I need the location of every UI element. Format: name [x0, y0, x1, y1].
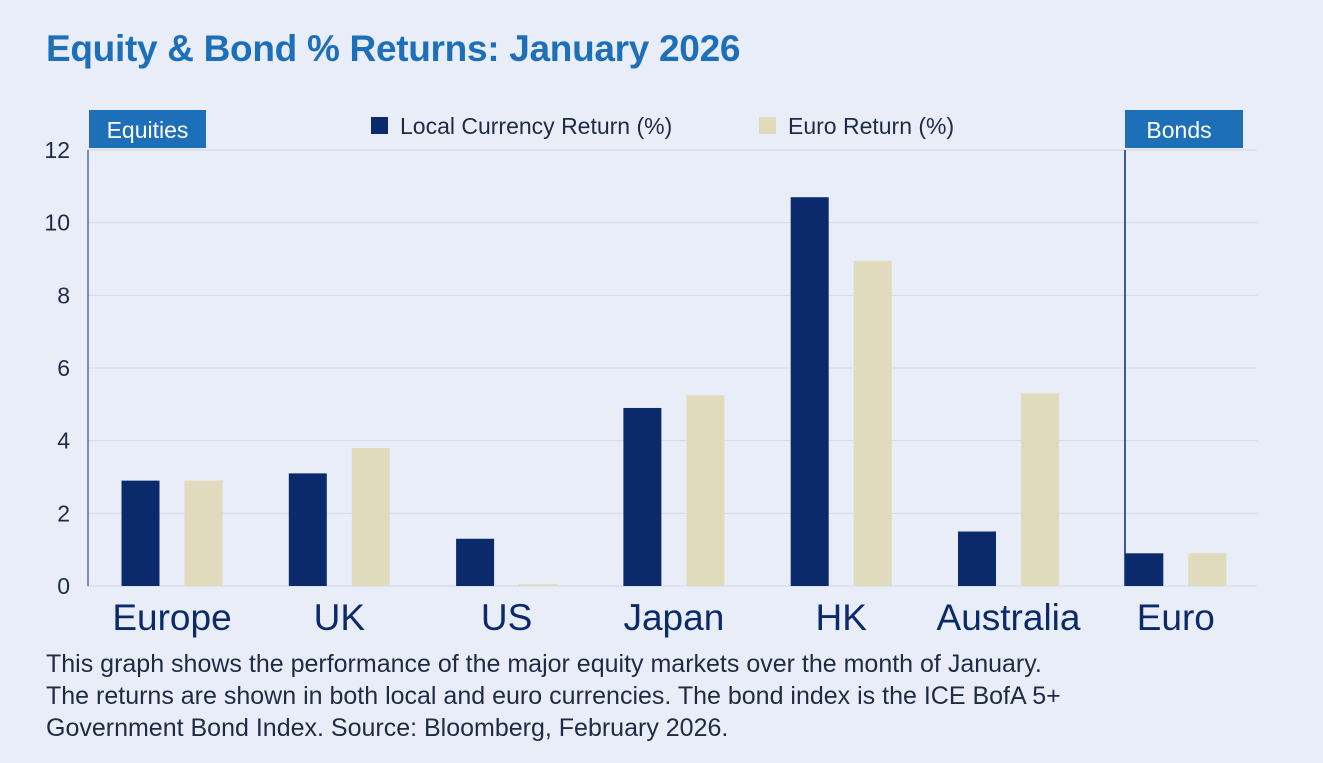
y-axis-ticks: 0 2 4 6 8 10 12: [44, 137, 70, 599]
bar-europe-euro: [184, 480, 223, 586]
bar-us-local: [456, 538, 495, 586]
bar-hk-local: [790, 197, 829, 586]
x-category-label: Australia: [937, 597, 1081, 638]
caption-line-3: Government Bond Index. Source: Bloomberg…: [46, 714, 729, 742]
bar-japan-local: [623, 407, 662, 586]
bar-hk-euro: [853, 260, 892, 586]
legend: Local Currency Return (%) Euro Return (%…: [371, 113, 954, 139]
equities-tag-label: Equities: [107, 117, 189, 143]
x-category-label: Europe: [112, 597, 231, 638]
legend-swatch-local: [371, 117, 388, 134]
caption-line-1: This graph shows the performance of the …: [46, 650, 1042, 678]
chart-caption: This graph shows the performance of the …: [46, 648, 1296, 744]
y-tick-label: 12: [44, 137, 70, 163]
x-category-label: Japan: [623, 597, 724, 638]
legend-label-euro: Euro Return (%): [788, 113, 954, 139]
chart-title: Equity & Bond % Returns: January 2026: [46, 28, 741, 69]
y-tick-label: 8: [57, 282, 70, 308]
bars: [121, 197, 1227, 586]
y-tick-label: 2: [57, 500, 70, 526]
bar-euro-local: [1125, 553, 1164, 586]
equities-section-tag: Equities: [89, 110, 206, 148]
x-category-label: HK: [815, 597, 867, 638]
bar-us-euro: [519, 584, 558, 586]
equities-tag-box: [89, 110, 206, 148]
bar-uk-euro: [351, 447, 390, 586]
legend-label-local: Local Currency Return (%): [400, 113, 672, 139]
x-axis-categories: Europe UK US Japan HK Australia Euro: [112, 597, 1215, 638]
x-category-label: UK: [314, 597, 366, 638]
bar-japan-euro: [686, 395, 725, 586]
gridlines: [88, 149, 1257, 587]
bonds-section-tag: Bonds: [1125, 110, 1243, 148]
x-category-label: US: [481, 597, 532, 638]
y-tick-label: 0: [57, 573, 70, 599]
bar-europe-local: [121, 480, 160, 586]
bonds-tag-box: [1125, 110, 1243, 148]
y-tick-label: 10: [44, 210, 70, 236]
y-tick-label: 6: [57, 355, 70, 381]
bar-euro-euro: [1188, 553, 1227, 586]
legend-swatch-euro: [759, 117, 776, 134]
bar-australia-euro: [1021, 393, 1059, 586]
x-category-label: Euro: [1137, 597, 1215, 638]
bar-australia-local: [958, 531, 996, 586]
y-tick-label: 4: [57, 428, 70, 454]
caption-line-2: The returns are shown in both local and …: [46, 682, 1061, 710]
bonds-tag-label: Bonds: [1146, 117, 1211, 143]
bar-uk-local: [288, 473, 327, 586]
